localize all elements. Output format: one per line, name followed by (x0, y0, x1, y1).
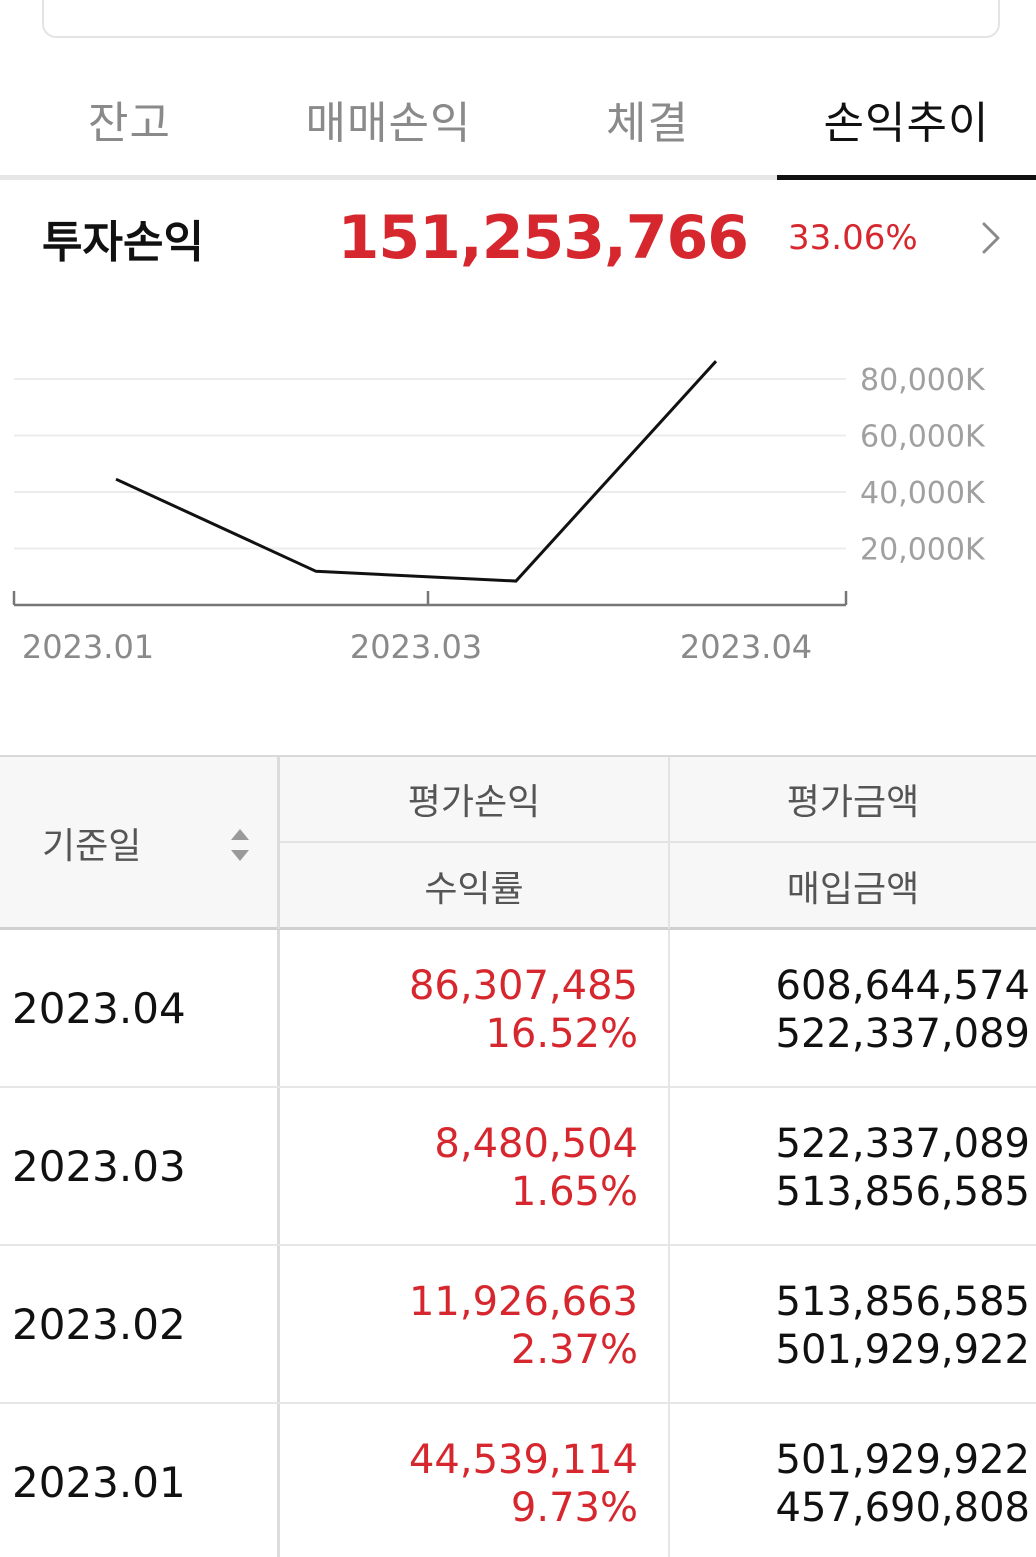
row-eval-amount: 501,929,922 (775, 1437, 1030, 1483)
summary-label: 투자손익 (42, 216, 204, 268)
grid-lines (14, 378, 846, 550)
x-axis (12, 591, 848, 607)
row-rate: 2.37% (510, 1327, 638, 1373)
row-date-cell: 2023.03 (0, 1088, 280, 1244)
row-profit: 86,307,485 (408, 963, 638, 1009)
row-eval-amount: 522,337,089 (775, 1121, 1030, 1167)
row-date-cell: 2023.01 (0, 1404, 280, 1557)
y-axis-ticks: 80,000K 60,000K 40,000K 20,000K (860, 363, 986, 568)
row-profit-cell: 44,539,114 9.73% (280, 1404, 670, 1557)
row-amount-cell: 522,337,089 513,856,585 (670, 1088, 1036, 1244)
header-purchase-amount: 매입금액 (786, 869, 920, 910)
summary-rate: 33.06% (788, 217, 918, 258)
table-row[interactable]: 2023.04 86,307,485 16.52% 608,644,574 52… (0, 930, 1036, 1088)
row-profit: 44,539,114 (408, 1437, 638, 1483)
row-buy-amount: 501,929,922 (775, 1327, 1030, 1373)
row-profit: 8,480,504 (434, 1121, 638, 1167)
header-date-cell[interactable]: 기준일 (0, 757, 280, 929)
y-tick-label: 60,000K (860, 420, 986, 455)
y-tick-label: 40,000K (860, 476, 986, 511)
investment-summary[interactable]: 투자손익 151,253,766 33.06% (0, 185, 1036, 290)
header-date-label: 기준일 (42, 826, 142, 867)
tab-trading-profit[interactable]: 매매손익 (305, 97, 472, 149)
header-eval-profit: 평가손익 (280, 757, 670, 843)
row-rate: 9.73% (510, 1485, 638, 1531)
table-header: 기준일 평가손익 수익률 평가금액 매입금액 (0, 755, 1036, 930)
series-lines (115, 360, 718, 583)
row-eval-amount: 608,644,574 (775, 963, 1030, 1009)
summary-amount: 151,253,766 (337, 202, 749, 273)
table-row[interactable]: 2023.03 8,480,504 1.65% 522,337,089 513,… (0, 1088, 1036, 1246)
row-date: 2023.03 (12, 1141, 186, 1191)
row-eval-amount: 513,856,585 (775, 1279, 1030, 1325)
top-selector-box[interactable] (42, 0, 1000, 38)
table-row[interactable]: 2023.02 11,926,663 2.37% 513,856,585 501… (0, 1246, 1036, 1404)
x-tick-label: 2023.01 (22, 628, 154, 666)
row-buy-amount: 513,856,585 (775, 1169, 1030, 1215)
table-row[interactable]: 2023.01 44,539,114 9.73% 501,929,922 457… (0, 1404, 1036, 1557)
row-profit-cell: 11,926,663 2.37% (280, 1246, 670, 1402)
row-amount-cell: 513,856,585 501,929,922 (670, 1246, 1036, 1402)
tab-executions[interactable]: 체결 (606, 97, 689, 149)
header-return-rate: 수익률 (280, 843, 670, 929)
row-rate: 16.52% (485, 1011, 638, 1057)
row-buy-amount: 457,690,808 (775, 1485, 1030, 1531)
y-tick-label: 20,000K (860, 533, 986, 568)
y-tick-label: 80,000K (860, 363, 986, 398)
x-tick-label: 2023.03 (350, 628, 482, 666)
tab-bar: 잔고 매매손익 체결 손익추이 (0, 70, 1036, 180)
row-amount-cell: 501,929,922 457,690,808 (670, 1404, 1036, 1557)
row-profit-cell: 8,480,504 1.65% (280, 1088, 670, 1244)
series-line (115, 360, 718, 583)
profit-table: 기준일 평가손익 수익률 평가금액 매입금액 2023.04 86,307,48… (0, 755, 1036, 1557)
row-amount-cell: 608,644,574 522,337,089 (670, 930, 1036, 1086)
sort-icon[interactable] (228, 825, 252, 865)
tab-profit-trend[interactable]: 손익추이 (777, 70, 1036, 180)
row-date-cell: 2023.04 (0, 930, 280, 1086)
row-date: 2023.02 (12, 1299, 186, 1349)
x-tick-label: 2023.04 (680, 628, 812, 666)
row-profit: 11,926,663 (408, 1279, 638, 1325)
row-date: 2023.01 (12, 1457, 186, 1507)
chevron-right-icon[interactable] (976, 218, 1006, 258)
tab-balance[interactable]: 잔고 (88, 97, 171, 149)
header-eval-amount: 평가금액 (670, 757, 1036, 843)
row-buy-amount: 522,337,089 (775, 1011, 1030, 1057)
x-axis-ticks: 2023.01 2023.03 2023.04 (22, 628, 812, 666)
row-date: 2023.04 (12, 983, 186, 1033)
row-date-cell: 2023.02 (0, 1246, 280, 1402)
row-profit-cell: 86,307,485 16.52% (280, 930, 670, 1086)
row-rate: 1.65% (510, 1169, 638, 1215)
